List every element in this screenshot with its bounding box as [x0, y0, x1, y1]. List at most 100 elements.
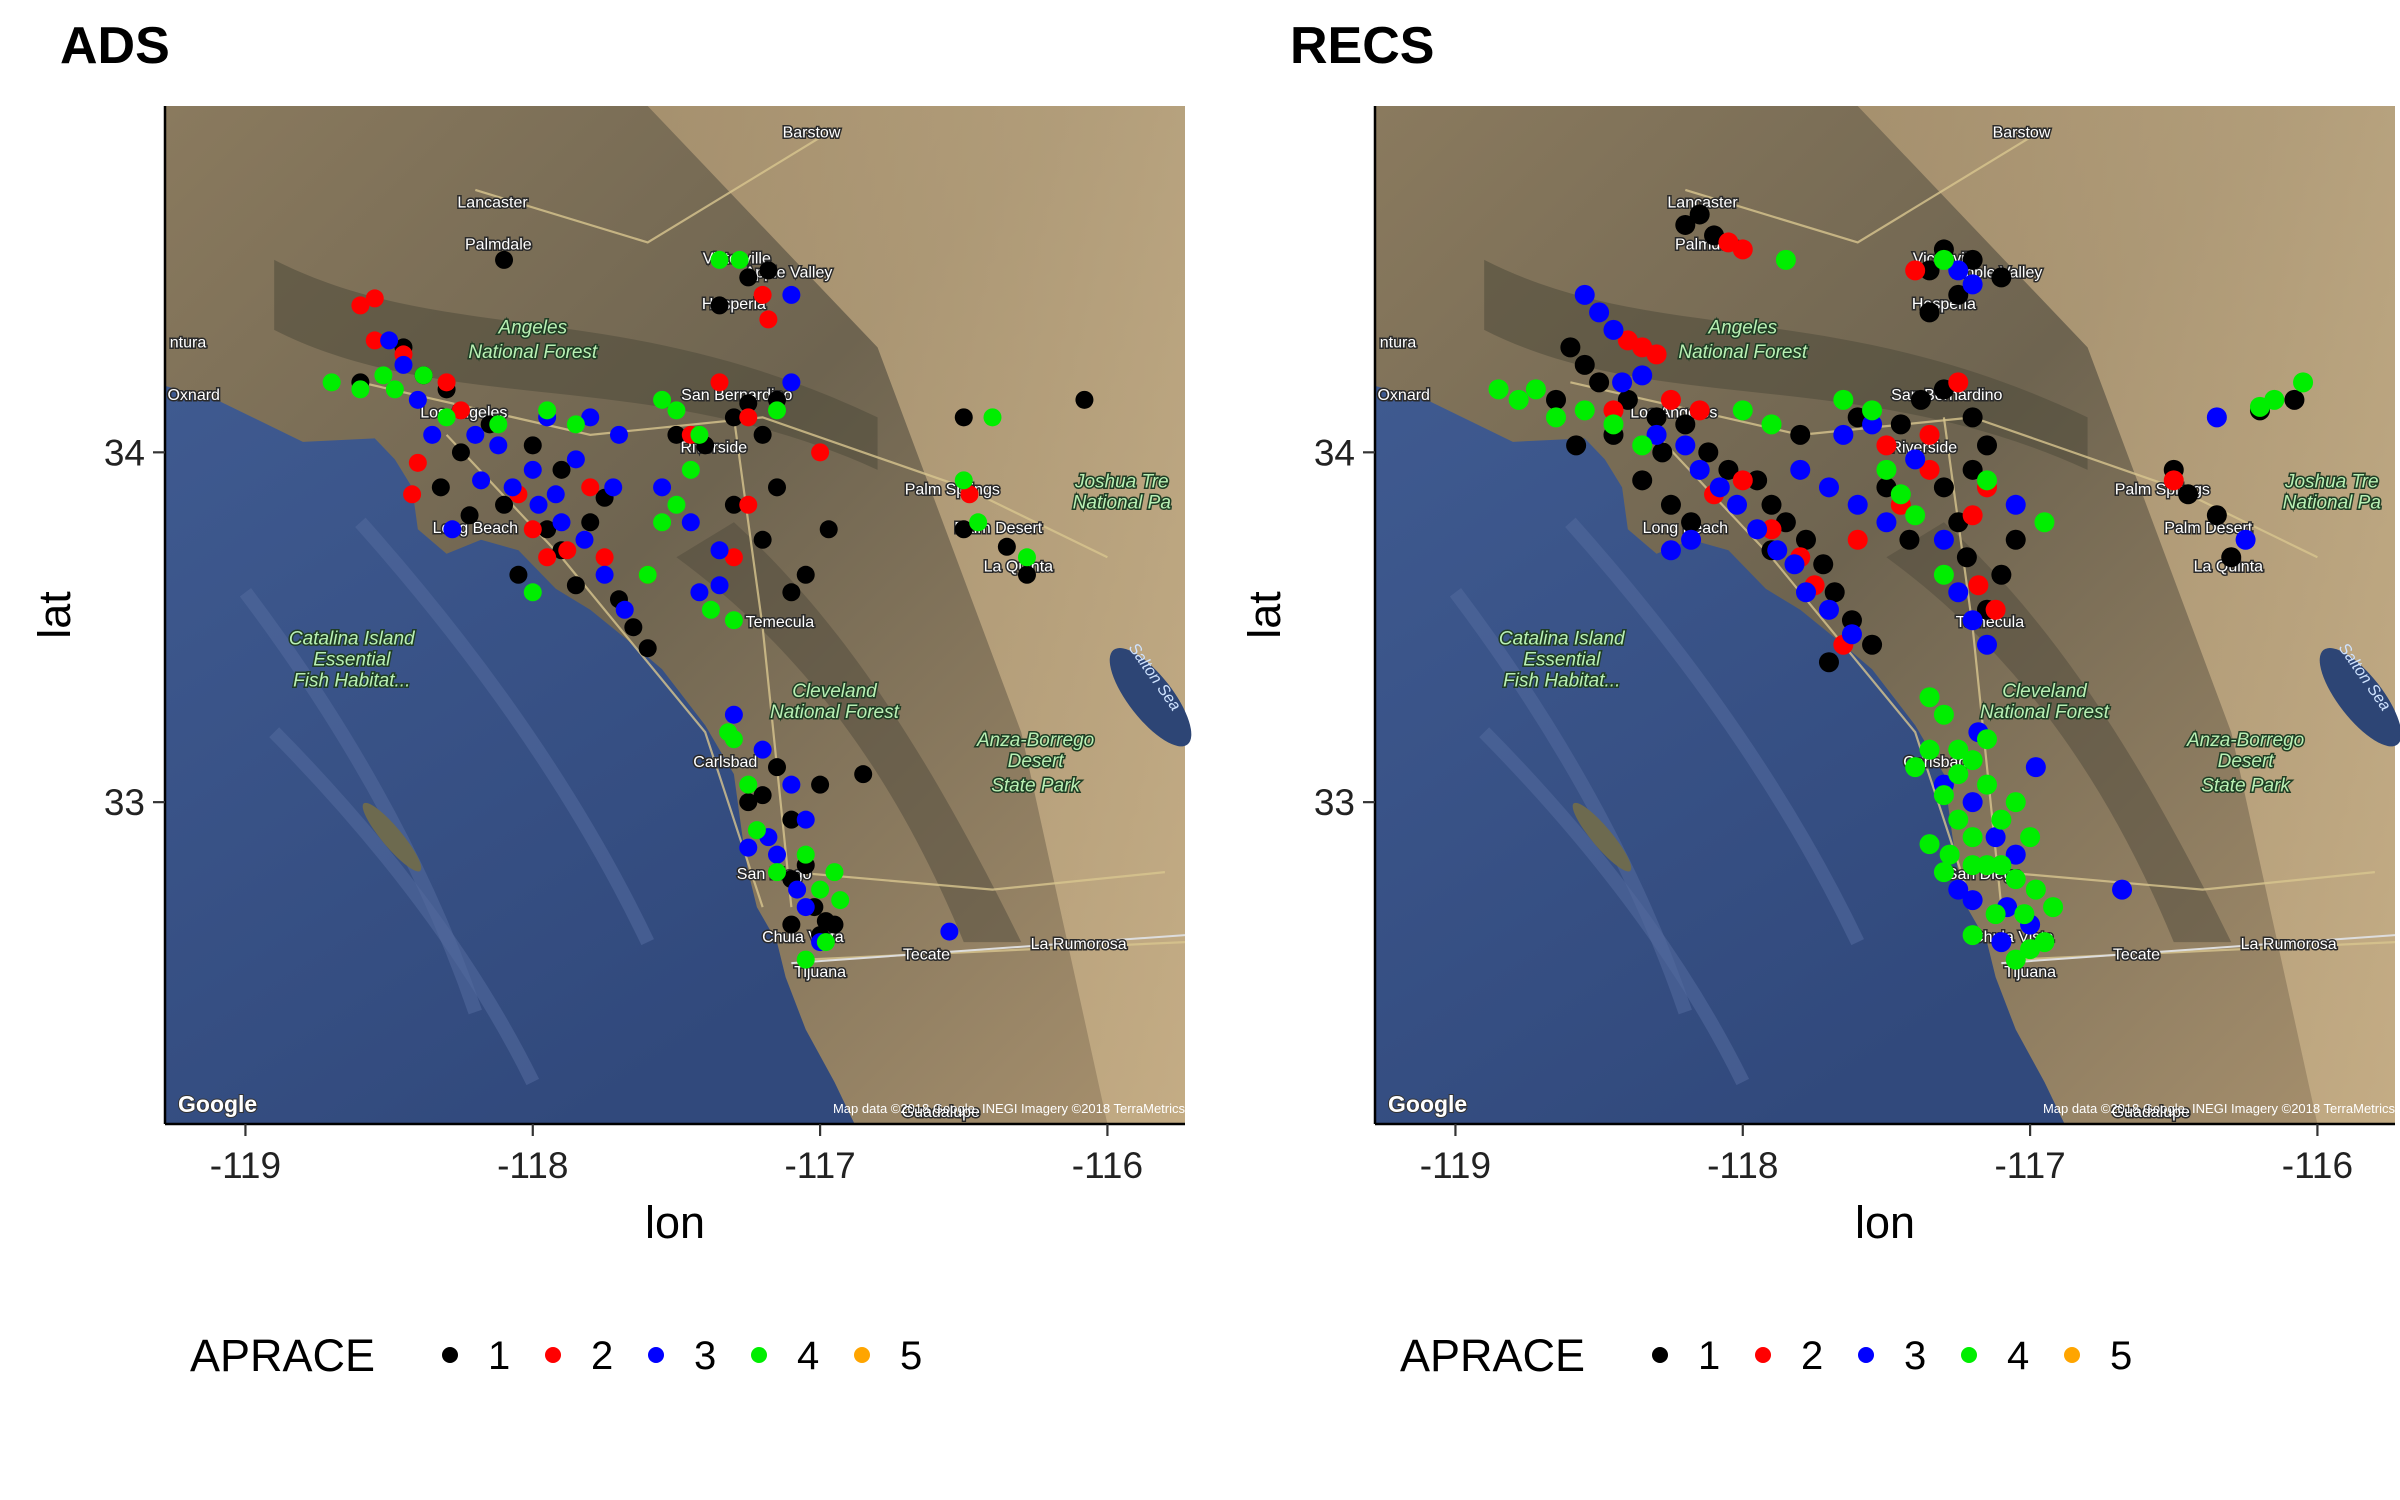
ads-point-aprace-3	[796, 810, 815, 829]
recs-point-aprace-1	[1991, 267, 2012, 288]
ads-basemap	[165, 106, 1192, 1124]
recs-point-aprace-4	[1933, 249, 1954, 270]
mountain-range	[1484, 259, 2088, 470]
ads-point-aprace-1	[624, 618, 643, 637]
map-label: Lancaster	[1667, 194, 1738, 211]
recs-point-aprace-4	[2025, 879, 2046, 900]
recs-legend: APRACE 1 2 3 4 5	[1400, 1330, 2132, 1381]
seafloor-ridge	[1479, 727, 1750, 1086]
ads-point-aprace-4	[1017, 548, 1036, 567]
ads-point-aprace-3	[552, 513, 571, 532]
ads-point-aprace-4	[768, 863, 786, 882]
recs-point-aprace-4	[1546, 407, 1567, 428]
ads-point-aprace-3	[595, 565, 614, 584]
recs-point-aprace-4	[1948, 739, 1969, 760]
map-label: National Forest	[1678, 342, 1808, 363]
recs-legend-label-3: 3	[1904, 1334, 1926, 1378]
recs-point-aprace-1	[1933, 477, 1954, 498]
seafloor-ridge	[355, 517, 655, 946]
border-line	[2001, 934, 2396, 965]
recs-point-aprace-4	[1488, 379, 1509, 400]
recs-point-aprace-1	[1718, 459, 1739, 480]
recs-point-aprace-4	[2005, 949, 2026, 970]
recs-legend-label-4: 4	[2007, 1334, 2029, 1378]
recs-point-aprace-4	[2034, 932, 2055, 953]
ads-legend: APRACE 1 2 3 4 5	[190, 1330, 922, 1381]
recs-x-tick-label: -119	[1420, 1145, 1491, 1186]
recs-point-aprace-1	[1646, 407, 1667, 428]
ads-legend-label-3: 3	[694, 1334, 716, 1378]
ads-legend-title: APRACE	[190, 1330, 375, 1381]
road	[474, 136, 821, 244]
recs-point-aprace-1	[1589, 372, 1610, 393]
ads-point-aprace-3	[710, 576, 729, 595]
recs-legend-items: 1 2 3 4 5	[1652, 1334, 2132, 1378]
recs-point-aprace-1	[2005, 529, 2026, 550]
recs-point-aprace-1	[1824, 582, 1845, 603]
ads-point-aprace-1	[759, 261, 778, 280]
ads-point-aprace-2	[523, 520, 542, 539]
map-label: La Rumorosa	[1031, 936, 1127, 953]
recs-point-aprace-3	[1948, 260, 1969, 281]
ads-point-aprace-2	[739, 495, 758, 514]
san-clemente-island	[362, 802, 422, 872]
map-label: Barstow	[1993, 124, 2051, 141]
ads-point-aprace-3	[503, 478, 522, 497]
recs-point-aprace-2	[1948, 372, 1969, 393]
ads-point-aprace-3	[472, 471, 491, 490]
recs-point-aprace-4	[1985, 904, 2006, 925]
ads-point-aprace-1	[552, 460, 571, 479]
recs-point-aprace-3	[1660, 540, 1681, 561]
recs-point-aprace-1	[1919, 302, 1940, 323]
recs-point-aprace-1	[1919, 260, 1940, 281]
recs-point-aprace-4	[1919, 834, 1940, 855]
ads-map-attribution: Map data ©2018 Google, INEGI Imagery ©20…	[833, 1101, 1186, 1116]
recs-point-aprace-4	[1761, 414, 1782, 435]
recs-point-aprace-1	[2284, 389, 2305, 410]
ads-point-aprace-3	[681, 513, 700, 532]
recs-legend-label-5: 5	[2110, 1334, 2132, 1378]
recs-x-tick-label: -117	[1994, 1145, 2065, 1186]
ads-point-aprace-3	[408, 390, 427, 409]
recs-x-axis-title: lon	[1855, 1197, 1915, 1248]
ads-point-aprace-1	[1075, 390, 1094, 409]
recs-point-aprace-4	[2043, 897, 2064, 918]
map-label: Carlsbad	[693, 754, 757, 771]
ads-point-aprace-4	[724, 611, 743, 630]
recs-point-aprace-1	[1962, 407, 1983, 428]
recs-point-aprace-4	[1574, 400, 1595, 421]
recs-point-aprace-1	[2221, 547, 2242, 568]
recs-point-aprace-1	[1560, 337, 1581, 358]
ads-point-aprace-3	[753, 740, 772, 759]
ads-point-aprace-1	[495, 495, 514, 514]
ocean	[1375, 385, 2065, 1124]
ads-point-aprace-3	[940, 922, 959, 941]
ads-point-aprace-4	[825, 863, 844, 882]
recs-point-aprace-4	[1603, 414, 1624, 435]
ads-panel-title: ADS	[60, 17, 170, 75]
recs-panel: RECS BarstowLancasterPalmdaleVictorville…	[1239, 17, 2400, 1381]
recs-point-aprace-3	[1962, 610, 1983, 631]
recs-point-aprace-4	[1962, 827, 1983, 848]
recs-point-aprace-3	[1876, 512, 1897, 533]
ads-point-aprace-1	[509, 565, 528, 584]
recs-point-aprace-2	[1646, 344, 1667, 365]
ads-point-aprace-1	[854, 765, 873, 784]
recs-point-aprace-1	[1652, 442, 1673, 463]
ads-point-aprace-4	[638, 565, 657, 584]
recs-point-aprace-3	[1574, 284, 1595, 305]
map-label: Cleveland	[792, 681, 878, 702]
ads-point-aprace-1	[638, 639, 657, 658]
recs-point-aprace-3	[1833, 424, 1854, 445]
recs-point-aprace-1	[1632, 470, 1653, 491]
recs-point-aprace-1	[1689, 204, 1710, 225]
road	[360, 381, 1108, 559]
recs-point-aprace-1	[1818, 652, 1839, 673]
recs-point-aprace-4	[1525, 379, 1546, 400]
recs-point-aprace-3	[1977, 634, 1997, 655]
map-label: Joshua Tre	[2284, 471, 2379, 492]
recs-point-aprace-1	[1681, 512, 1702, 533]
recs-point-aprace-3	[1841, 624, 1862, 645]
recs-point-aprace-4	[2005, 792, 2026, 813]
ads-point-aprace-4	[730, 250, 749, 269]
